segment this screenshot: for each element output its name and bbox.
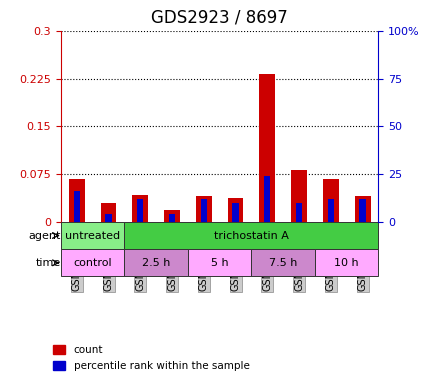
Bar <box>200 199 207 222</box>
Bar <box>132 195 148 222</box>
Bar <box>164 210 180 222</box>
Bar <box>227 198 243 222</box>
Text: 10 h: 10 h <box>334 258 358 268</box>
Text: trichostatin A: trichostatin A <box>214 230 288 240</box>
Bar <box>73 191 80 222</box>
Bar <box>137 199 143 222</box>
Bar <box>358 199 365 222</box>
Bar <box>295 203 302 222</box>
Bar <box>322 179 338 222</box>
Text: time: time <box>36 258 61 268</box>
Legend: count, percentile rank within the sample: count, percentile rank within the sample <box>49 341 253 375</box>
FancyBboxPatch shape <box>61 222 124 249</box>
FancyBboxPatch shape <box>124 222 378 249</box>
Bar <box>354 196 370 222</box>
Bar <box>69 179 85 222</box>
Bar <box>168 214 175 222</box>
Text: 2.5 h: 2.5 h <box>141 258 170 268</box>
FancyBboxPatch shape <box>187 249 251 276</box>
Text: 5 h: 5 h <box>210 258 228 268</box>
Text: 7.5 h: 7.5 h <box>268 258 297 268</box>
Bar <box>259 74 275 222</box>
Text: control: control <box>73 258 112 268</box>
Bar <box>195 196 211 222</box>
Bar <box>290 170 306 222</box>
Text: untreated: untreated <box>65 230 120 240</box>
Bar <box>105 214 112 222</box>
Text: agent: agent <box>29 230 61 240</box>
FancyBboxPatch shape <box>124 249 187 276</box>
Bar <box>327 199 333 222</box>
Bar <box>263 176 270 222</box>
Bar <box>232 203 238 222</box>
Title: GDS2923 / 8697: GDS2923 / 8697 <box>151 8 287 26</box>
FancyBboxPatch shape <box>61 249 124 276</box>
Bar <box>100 203 116 222</box>
FancyBboxPatch shape <box>314 249 378 276</box>
FancyBboxPatch shape <box>251 249 314 276</box>
